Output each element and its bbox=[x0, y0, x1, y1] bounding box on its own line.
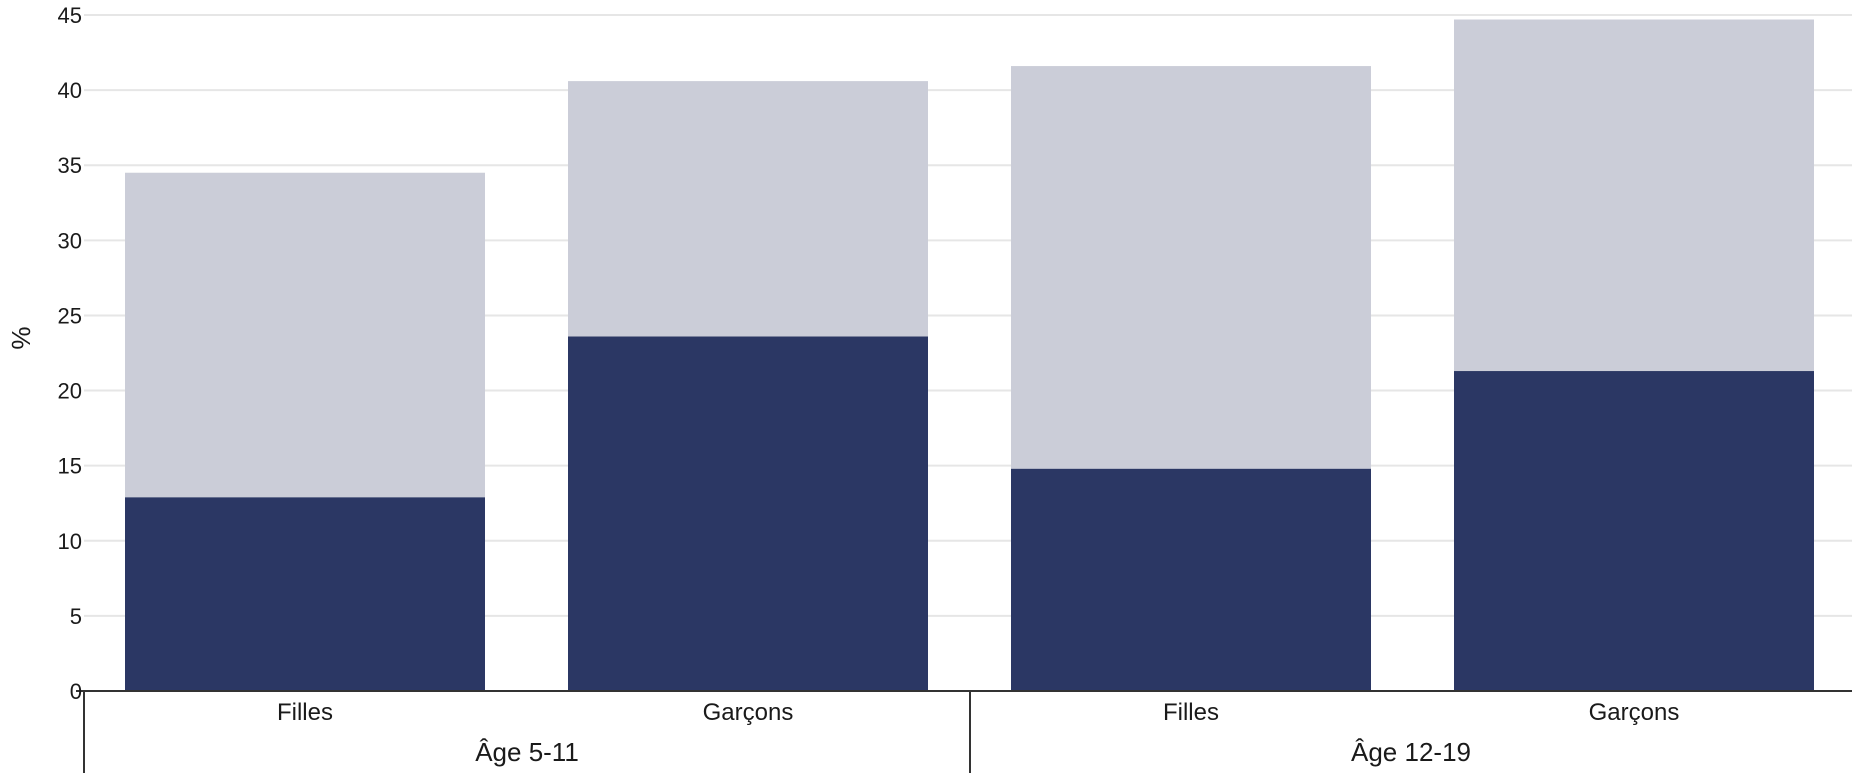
axes bbox=[76, 690, 1852, 773]
y-tick-label: 20 bbox=[58, 379, 82, 404]
y-tick-label: 45 bbox=[58, 3, 82, 28]
bar-segment bbox=[1011, 66, 1371, 469]
bars bbox=[125, 19, 1814, 691]
bar-segment bbox=[1454, 371, 1814, 691]
y-tick-label: 35 bbox=[58, 153, 82, 178]
bar-segment bbox=[568, 336, 928, 691]
labels: 0 5 10 15 20 25 30 35 40 45 Filles Garçons Filles Gar… bbox=[6, 3, 1679, 767]
y-tick-label: 5 bbox=[70, 604, 82, 629]
y-tick-label: 25 bbox=[58, 303, 82, 328]
x-category-label: Garçons bbox=[703, 699, 794, 726]
y-tick-label: 15 bbox=[58, 454, 82, 479]
x-category-label: Garçons bbox=[1589, 699, 1680, 726]
bar-segment bbox=[568, 81, 928, 337]
y-tick-label: 30 bbox=[58, 228, 82, 253]
x-category-label: Filles bbox=[277, 699, 333, 726]
y-tick-label: 10 bbox=[58, 529, 82, 554]
bar-segment bbox=[125, 172, 485, 498]
bar-segment bbox=[1454, 19, 1814, 372]
x-category-label: Filles bbox=[1163, 699, 1219, 726]
y-tick-label: 0 bbox=[70, 679, 82, 704]
x-group-label: Âge 5-11 bbox=[475, 737, 579, 767]
bar-segment bbox=[1011, 468, 1371, 691]
x-group-label: Âge 12-19 bbox=[1351, 737, 1471, 767]
bar-segment bbox=[125, 497, 485, 691]
y-axis-title: % bbox=[6, 326, 36, 349]
y-tick-label: 40 bbox=[58, 78, 82, 103]
